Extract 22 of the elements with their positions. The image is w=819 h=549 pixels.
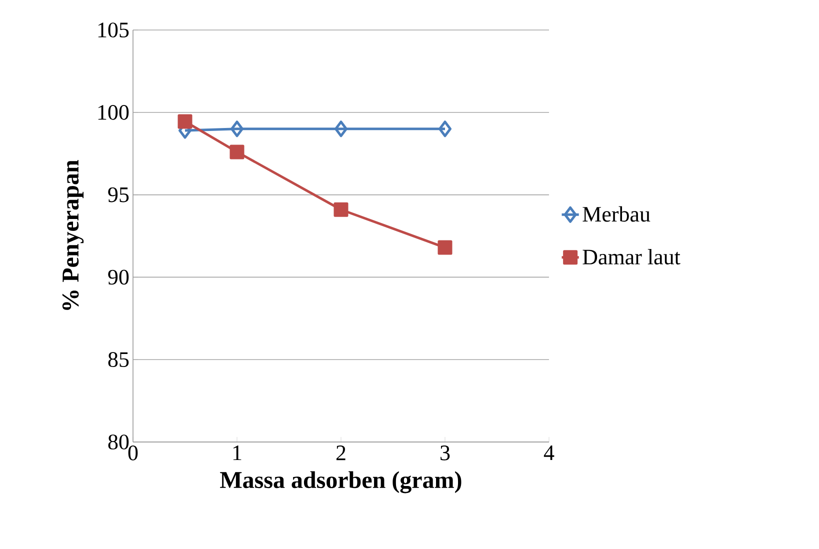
y-tick-label: 100 xyxy=(98,104,129,120)
point xyxy=(230,144,244,160)
x-tick-label: 1 xyxy=(233,446,242,460)
y-tick-label: 105 xyxy=(98,22,129,38)
point xyxy=(334,120,348,138)
x-tick-label: 4 xyxy=(544,446,554,460)
point xyxy=(178,114,192,129)
point xyxy=(438,240,452,255)
legend-label: Damar laut xyxy=(582,249,680,264)
point xyxy=(230,120,244,138)
y-axis-title: % Penyerapan xyxy=(62,160,84,310)
y-tick-label: 95 xyxy=(108,187,129,202)
point xyxy=(438,120,452,138)
x-tick-label: 0 xyxy=(128,446,138,460)
y-tick-label: 80 xyxy=(108,434,129,450)
y-tick-label: 85 xyxy=(108,352,129,368)
x-tick-label: 3 xyxy=(440,446,450,460)
x-axis-title: Massa adsorben (gram) xyxy=(220,471,462,494)
y-tick-label: 90 xyxy=(108,270,129,285)
legend-label: Merbau xyxy=(582,206,650,222)
x-tick-label: 2 xyxy=(336,446,346,460)
point xyxy=(334,202,348,217)
